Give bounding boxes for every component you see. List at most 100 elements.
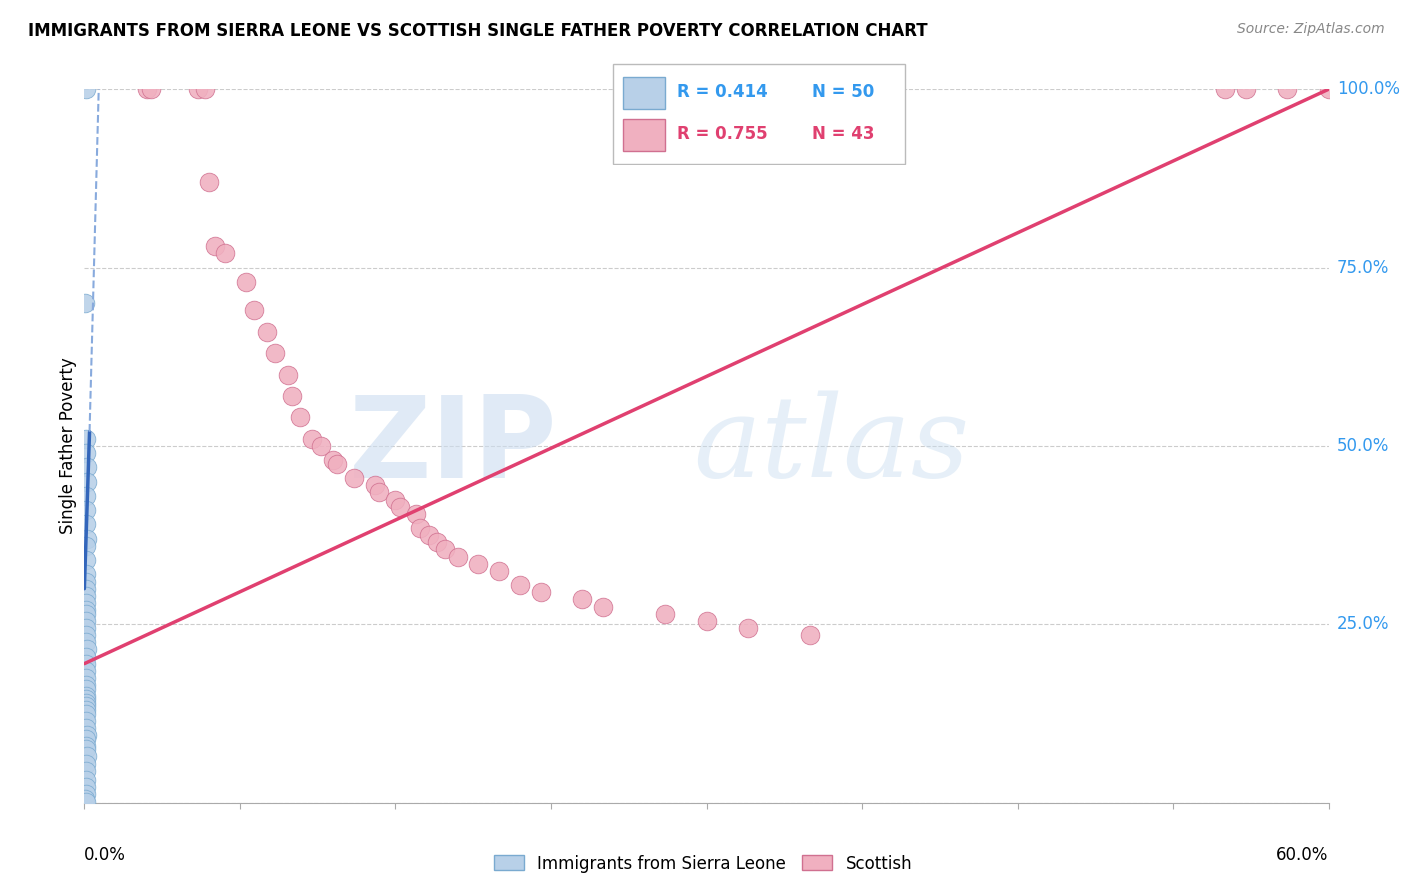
Point <box>76 642 98 657</box>
Point <box>75 780 97 794</box>
Point <box>737 621 759 635</box>
Point <box>75 596 97 610</box>
Point <box>592 599 614 614</box>
Point <box>243 303 266 318</box>
Text: R = 0.755: R = 0.755 <box>676 125 768 144</box>
Point <box>384 492 406 507</box>
Point <box>75 539 97 553</box>
Point <box>264 346 287 360</box>
Point <box>75 742 97 756</box>
Bar <box>623 77 665 109</box>
Point <box>76 475 98 489</box>
Point <box>75 664 97 678</box>
Point <box>75 678 97 692</box>
Point <box>135 82 157 96</box>
Point <box>75 517 97 532</box>
Point <box>288 410 311 425</box>
Point <box>75 696 97 710</box>
Point <box>75 692 97 706</box>
Point <box>75 553 97 567</box>
Point <box>509 578 531 592</box>
Point <box>75 567 97 582</box>
Point <box>187 82 209 96</box>
Point <box>75 671 97 685</box>
Y-axis label: Single Father Poverty: Single Father Poverty <box>59 358 77 534</box>
Point <box>75 582 97 596</box>
Point <box>488 564 510 578</box>
Point <box>301 432 323 446</box>
Point <box>214 246 236 260</box>
Point <box>76 460 98 475</box>
Text: 50.0%: 50.0% <box>1337 437 1389 455</box>
FancyBboxPatch shape <box>613 63 905 164</box>
Point <box>75 432 97 446</box>
Text: R = 0.414: R = 0.414 <box>676 83 768 101</box>
Point <box>235 275 257 289</box>
Point <box>75 714 97 728</box>
Text: 60.0%: 60.0% <box>1277 846 1329 863</box>
Point <box>75 621 97 635</box>
Point <box>75 706 97 721</box>
Text: 100.0%: 100.0% <box>1337 80 1400 98</box>
Point <box>326 457 349 471</box>
Point <box>309 439 332 453</box>
Point <box>75 699 97 714</box>
Point <box>799 628 821 642</box>
Text: N = 50: N = 50 <box>813 83 875 101</box>
Point <box>75 787 97 801</box>
Point <box>281 389 304 403</box>
Point <box>75 503 97 517</box>
Text: atlas: atlas <box>693 391 969 501</box>
Point <box>76 728 98 742</box>
Point <box>75 772 97 787</box>
Point <box>75 614 97 628</box>
Point <box>256 325 278 339</box>
Point <box>405 507 427 521</box>
Point <box>75 731 97 746</box>
Point <box>75 681 97 696</box>
Text: Source: ZipAtlas.com: Source: ZipAtlas.com <box>1237 22 1385 37</box>
Point <box>75 739 97 753</box>
Point <box>75 764 97 778</box>
Point <box>571 592 593 607</box>
Point <box>530 585 553 599</box>
Point <box>434 542 457 557</box>
Point <box>1213 82 1236 96</box>
Point <box>426 535 449 549</box>
Point <box>277 368 299 382</box>
Point <box>75 296 97 310</box>
Point <box>75 446 97 460</box>
Text: 75.0%: 75.0% <box>1337 259 1389 277</box>
Point <box>367 485 389 500</box>
Point <box>1277 82 1299 96</box>
Point <box>75 628 97 642</box>
Text: IMMIGRANTS FROM SIERRA LEONE VS SCOTTISH SINGLE FATHER POVERTY CORRELATION CHART: IMMIGRANTS FROM SIERRA LEONE VS SCOTTISH… <box>28 22 928 40</box>
Point <box>194 82 217 96</box>
Point <box>75 721 97 735</box>
Text: 25.0%: 25.0% <box>1337 615 1389 633</box>
Legend: Immigrants from Sierra Leone, Scottish: Immigrants from Sierra Leone, Scottish <box>486 848 920 880</box>
Point <box>75 607 97 621</box>
Point <box>75 756 97 771</box>
Point <box>467 557 489 571</box>
Point <box>75 703 97 717</box>
Point <box>654 607 676 621</box>
Point <box>322 453 344 467</box>
Text: 0.0%: 0.0% <box>84 846 127 863</box>
Point <box>75 82 97 96</box>
Point <box>696 614 718 628</box>
Point <box>409 521 432 535</box>
Point <box>139 82 162 96</box>
Point <box>388 500 411 514</box>
Point <box>197 175 219 189</box>
Point <box>75 657 97 671</box>
Point <box>75 792 97 806</box>
Point <box>1234 82 1257 96</box>
Point <box>75 635 97 649</box>
Point <box>75 795 97 809</box>
Point <box>75 574 97 589</box>
Text: ZIP: ZIP <box>349 391 557 501</box>
Point <box>343 471 366 485</box>
Point <box>75 489 97 503</box>
Point <box>75 589 97 603</box>
